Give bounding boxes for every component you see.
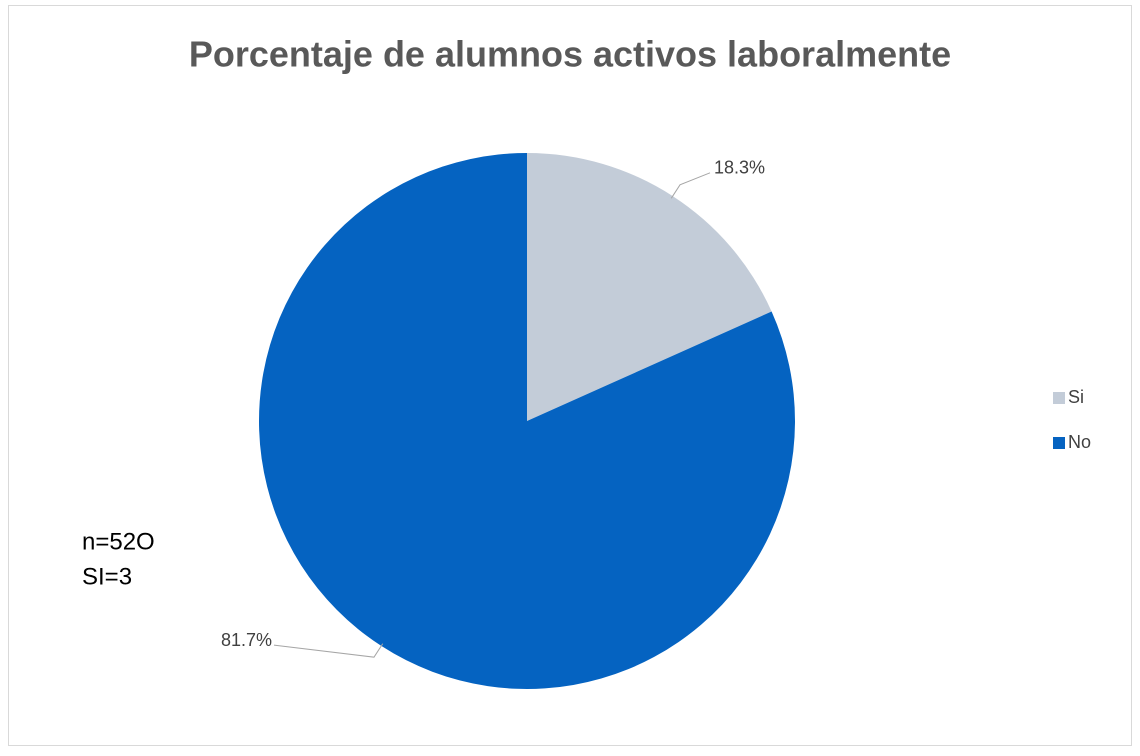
pie-slice — [527, 153, 772, 421]
data-label: 81.7% — [221, 630, 272, 650]
leader-line — [670, 172, 711, 199]
chart-title: Porcentaje de alumnos activos laboralmen… — [189, 34, 951, 75]
pie-slice — [258, 153, 795, 689]
annotation: SI=3 — [82, 563, 132, 590]
legend-label: No — [1068, 432, 1091, 452]
data-label: 18.3% — [714, 158, 765, 178]
legend-swatch — [1053, 437, 1065, 449]
annotation: n=52O — [82, 528, 155, 555]
leader-line — [273, 643, 384, 658]
legend-label: Si — [1068, 387, 1084, 407]
legend-swatch — [1053, 392, 1065, 404]
